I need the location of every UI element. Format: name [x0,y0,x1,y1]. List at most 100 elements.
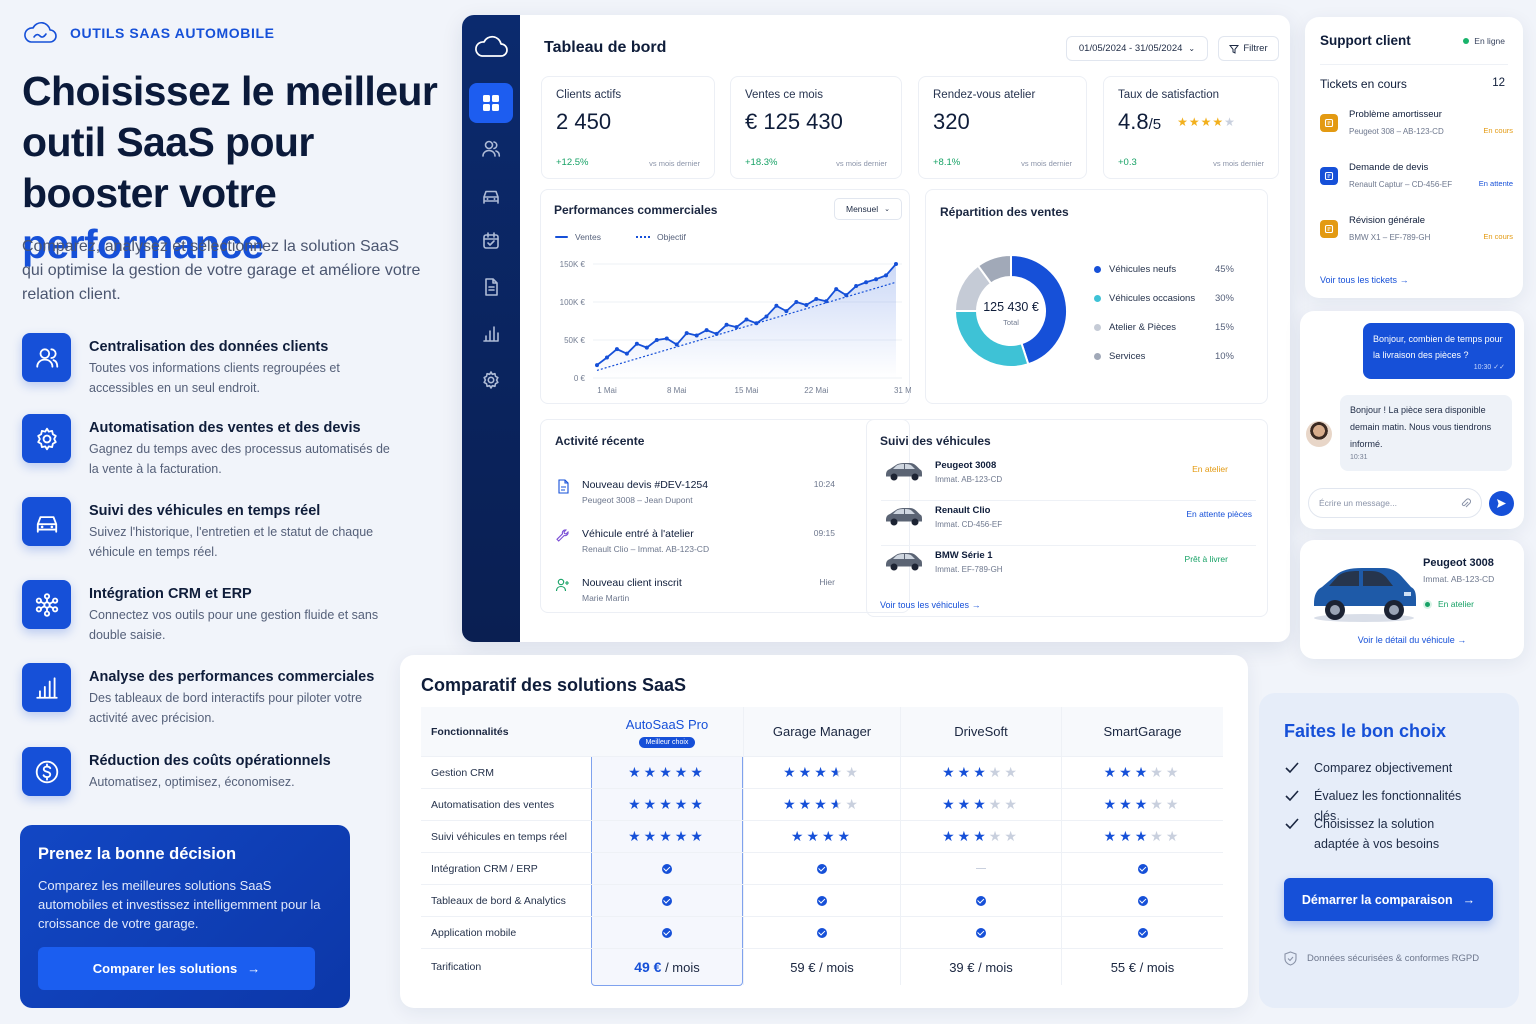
sales-point [884,273,889,278]
kpi-label: Taux de satisfaction [1118,89,1220,101]
donut-legend-item: Services 10% [1094,351,1234,362]
ticket-status: En cours [1483,232,1513,241]
car-icon [884,505,924,527]
activity-item[interactable]: Nouveau client inscrit Marie Martin Hier [555,577,835,617]
calendar-icon [483,232,499,249]
rating-stars: ★★★★★ [1177,115,1236,129]
vehicle-row[interactable]: BMW Série 1 Immat. EF-789-GH Prêt à livrer [881,546,1256,590]
feature-label: Automatisation des ventes [431,798,555,811]
vehicle-row[interactable]: Peugeot 3008 Immat. AB-123-CD En atelier [881,456,1256,501]
sales-point [814,296,819,301]
chat-input[interactable]: Écrire un message... [1308,488,1482,518]
sidebar-item-calendar[interactable] [469,221,513,261]
period-select[interactable]: Mensuel ⌄ [834,198,902,220]
document-icon [485,278,498,296]
feature-title: Automatisation des ventes et des devis [89,420,361,436]
sidebar-item-analytics[interactable] [469,313,513,353]
car-icon [22,497,71,546]
rating-stars: ★★★★★ [743,757,900,788]
sales-point [894,262,898,266]
dashboard-title: Tableau de bord [544,39,667,56]
donut-total: 125 430 € [983,300,1039,314]
ticket-item[interactable]: Demande de devis Renault Captur – CD-456-… [1320,160,1513,200]
send-icon [1497,499,1506,508]
activity-time: Hier [819,577,835,587]
paperclip-icon[interactable] [1460,497,1471,509]
sidebar-item-vehicles[interactable] [469,175,513,215]
all-vehicles-link[interactable]: Voir tous les véhicules → [880,600,981,610]
sidebar-item-clients[interactable] [469,129,513,169]
check-icon [1137,895,1148,906]
sidebar-item-settings[interactable] [469,360,513,400]
kpi-compare-label: vs mois dernier [1213,159,1264,168]
send-button[interactable] [1489,491,1514,516]
legend-sales: Ventes [575,232,601,242]
feature-check [1061,885,1223,916]
checkmark-icon [1284,814,1300,854]
table-row: Automatisation des ventes ★★★★★ ★★★★★ ★★★★★… [421,789,1223,821]
kpi-delta: +12.5% [556,157,589,168]
ticket-sub: BMW X1 – EF-789-GH [1349,233,1431,242]
sidebar-item-documents[interactable] [469,267,513,307]
start-comparison-button[interactable]: Démarrer la comparaison → [1284,878,1493,921]
feature-check [591,853,743,884]
ticket-item[interactable]: Révision générale BMW X1 – EF-789-GH En co… [1320,213,1513,253]
comparison-table: Fonctionnalités AutoSaaS Pro Meilleur choi… [421,707,1223,987]
rating-stars: ★★★★★ [628,764,706,780]
sales-point [674,342,679,347]
donut-slice [976,253,1012,285]
vehicle-status: Prêt à livrer [1184,554,1228,564]
ticket-item[interactable]: Problème amortisseur Peugeot 308 – AB-123… [1320,107,1513,147]
chat-message-incoming: Bonjour ! La pièce sera disponible demai… [1340,395,1512,471]
arrow-right-icon: → [971,600,981,610]
feature-desc: Connectez vos outils pour une gestion fl… [89,608,379,642]
vehicle-name: Peugeot 3008 [935,460,997,471]
sidebar-logo-icon[interactable] [469,27,513,67]
tickets-count: 12 [1492,77,1505,89]
cloud-logo-icon [22,20,58,46]
users-icon [22,333,71,382]
rating-stars: ★★★★★ [1061,789,1223,820]
kpi-label: Ventes ce mois [745,89,823,101]
sidebar [462,15,520,642]
kpi-delta: +8.1% [933,157,961,168]
sales-point [844,293,849,298]
filter-button[interactable]: Filtrer [1218,36,1279,61]
x-tick-label: 31 Mai [894,386,911,395]
feature-column-header: Fonctionnalités [431,725,509,738]
table-header-row: Fonctionnalités AutoSaaS Pro Meilleur choi… [421,707,1223,757]
hero-lead: Comparez, analysez et sélectionnez la so… [22,238,421,303]
compare-solutions-button[interactable]: Comparer les solutions → [38,947,315,990]
users-icon [482,140,501,157]
vehicles-title: Suivi des véhicules [880,434,991,448]
check-icon [662,927,672,938]
hero-highlight: performance [22,221,264,267]
comparison-title: Comparatif des solutions SaaS [421,675,687,695]
vehicle-detail-link[interactable]: Voir le détail du véhicule → [1357,635,1467,645]
perf-chart-title: Performances commerciales [554,203,718,217]
feature-item: Intégration CRM et ERP Connectez vos outi… [22,580,392,645]
checkmark-icon [1284,758,1300,778]
activity-item[interactable]: Nouveau devis #DEV-1254 Peugeot 3008 – Je… [555,479,835,519]
date-range-picker[interactable]: 01/05/2024 - 31/05/2024 ⌄ [1066,36,1208,61]
kpi-card: Rendez-vous atelier 320 +8.1% vs mois derni… [918,76,1087,179]
all-tickets-link[interactable]: Voir tous les tickets → [1320,275,1409,285]
feature-check [591,885,743,916]
vehicle-plate: Immat. CD-456-EF [935,520,1003,529]
support-panel: Support client En ligne Tickets en cours… [1305,17,1523,298]
vehicle-status: En attente pièces [1186,509,1252,519]
table-row: Gestion CRM ★★★★★ ★★★★★ ★★★★★ ★★★★★ [421,757,1223,789]
feature-check [743,885,900,916]
sales-point [634,341,639,346]
support-title: Support client [1320,33,1411,48]
check-icon [662,895,672,906]
table-row: Tableaux de bord & Analytics [421,885,1223,917]
sidebar-item-dashboard[interactable] [469,83,513,123]
activity-item[interactable]: Véhicule entré à l'atelier Renault Clio –… [555,528,835,568]
vehicle-row[interactable]: Renault Clio Immat. CD-456-EF En attente p… [881,501,1256,546]
sales-point [854,284,859,289]
sales-point [754,321,759,326]
check-icon [976,895,986,906]
legend-target: Objectif [657,232,686,242]
y-tick-label: 50K € [564,336,585,345]
